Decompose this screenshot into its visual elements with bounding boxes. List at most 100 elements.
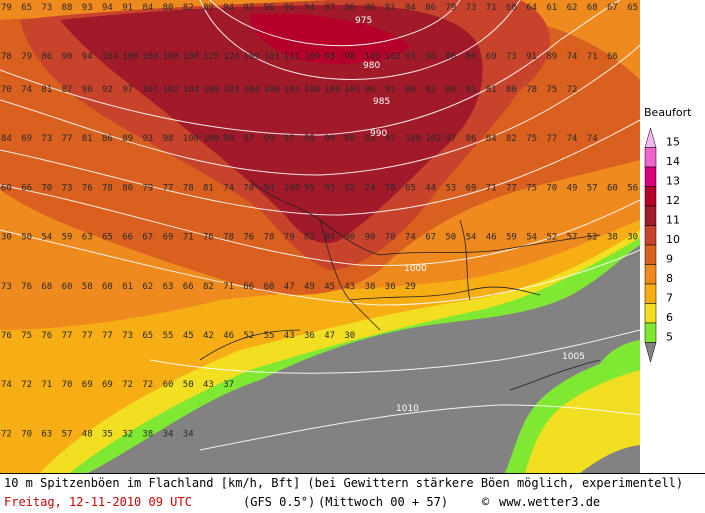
gust-value: 96 [365, 85, 376, 95]
gust-value: 57 [62, 429, 73, 439]
gust-value: 100 [365, 52, 381, 62]
gust-value: 100 [405, 134, 421, 144]
legend-swatch [644, 225, 657, 246]
gust-value: 62 [567, 3, 578, 13]
gust-value: 73 [1, 282, 12, 292]
gust-value: 88 [62, 3, 73, 13]
gust-value: 78 [264, 233, 275, 243]
gust-value: 98 [324, 52, 335, 62]
isobar-label: 1005 [562, 352, 585, 362]
gust-value: 84 [1, 134, 12, 144]
gust-value: 94 [264, 183, 275, 193]
gust-value: 74 [1, 380, 12, 390]
gust-value: 109 [304, 52, 320, 62]
gust-value: 37 [223, 380, 234, 390]
gust-value: 69 [486, 52, 497, 62]
gust-value: 47 [324, 331, 335, 341]
legend-swatch [644, 127, 657, 148]
gust-value: 66 [243, 282, 254, 292]
isobar-label: 1010 [396, 404, 419, 414]
gust-value: 48 [82, 429, 93, 439]
gust-value: 109 [243, 52, 259, 62]
website-link[interactable]: www.wetter3.de [499, 495, 601, 509]
gust-value: 60 [163, 380, 174, 390]
gust-value: 65 [627, 3, 638, 13]
legend-swatch [644, 147, 657, 168]
gust-value: 38 [607, 233, 618, 243]
gust-value: 104 [183, 85, 199, 95]
gust-value: 72 [122, 380, 133, 390]
legend-label: 11 [666, 214, 680, 227]
gust-value: 105 [284, 183, 300, 193]
gust-value: 76 [21, 282, 32, 292]
gust-value: 76 [41, 331, 52, 341]
gust-value: 81 [41, 85, 52, 95]
gust-value: 61 [546, 3, 557, 13]
gust-value: 54 [41, 233, 52, 243]
gust-value: 87 [324, 3, 335, 13]
gust-value: 52 [243, 331, 254, 341]
gust-value: 71 [183, 233, 194, 243]
gust-value: 73 [62, 183, 73, 193]
gust-value: 49 [304, 282, 315, 292]
gust-value: 94 [223, 3, 234, 13]
gust-value: 76 [243, 233, 254, 243]
gust-value: 90 [62, 52, 73, 62]
gust-value: 100 [203, 134, 219, 144]
gust-value: 72 [142, 380, 153, 390]
gust-value: 55 [163, 331, 174, 341]
gust-value: 69 [102, 380, 113, 390]
gust-value: 100 [183, 134, 199, 144]
gust-value: 77 [62, 134, 73, 144]
gust-value: 73 [41, 3, 52, 13]
gust-value: 102 [385, 52, 401, 62]
gust-value: 36 [304, 331, 315, 341]
gust-value: 95 [405, 52, 416, 62]
gust-value: 35 [102, 429, 113, 439]
legend-label: 7 [666, 292, 673, 305]
legend-swatch [644, 186, 657, 207]
gust-value: 96 [425, 52, 436, 62]
isobar-label: 1000 [404, 264, 427, 274]
gust-value: 66 [21, 183, 32, 193]
gust-value: 108 [142, 52, 158, 62]
gust-value: 75 [526, 183, 537, 193]
gust-value: 54 [466, 233, 477, 243]
gust-value: 78 [223, 233, 234, 243]
gust-value: 84 [486, 134, 497, 144]
legend-swatch [644, 322, 657, 343]
gust-value: 67 [607, 3, 618, 13]
gust-value: 80 [445, 85, 456, 95]
legend-label: 10 [666, 233, 680, 246]
gust-value: 79 [142, 183, 153, 193]
gust-value: 94 [304, 3, 315, 13]
gust-value: 80 [466, 52, 477, 62]
gust-value: 103 [264, 52, 280, 62]
gust-value: 53 [445, 183, 456, 193]
gust-value: 47 [284, 282, 295, 292]
gust-value: 67 [425, 233, 436, 243]
gust-value: 97 [243, 134, 254, 144]
gust-value: 91 [385, 85, 396, 95]
gust-value: 58 [82, 282, 93, 292]
gust-value: 52 [546, 233, 557, 243]
gust-value: 125 [203, 52, 219, 62]
gust-value: 46 [223, 331, 234, 341]
gust-value: 124 [223, 52, 239, 62]
gust-value: 91 [122, 3, 133, 13]
gust-value: 97 [445, 134, 456, 144]
gust-value: 89 [122, 134, 133, 144]
gust-value: 71 [587, 52, 598, 62]
gust-value: 98 [344, 52, 355, 62]
gust-value: 34 [183, 429, 194, 439]
gust-value: 54 [526, 233, 537, 243]
gust-value: 66 [607, 52, 618, 62]
gust-value: 104 [243, 85, 259, 95]
gust-value: 111 [284, 52, 300, 62]
gust-value: 79 [21, 52, 32, 62]
gust-value: 82 [203, 282, 214, 292]
gust-value: 76 [1, 331, 12, 341]
gust-value: 108 [163, 52, 179, 62]
gust-value: 97 [385, 134, 396, 144]
gust-value: 74 [405, 233, 416, 243]
